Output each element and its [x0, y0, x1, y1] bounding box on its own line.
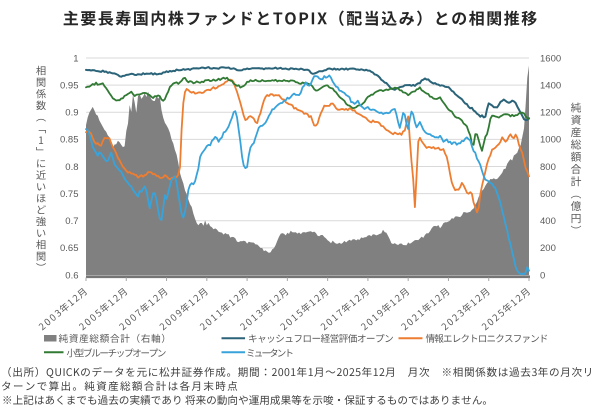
svg-text:0: 0: [540, 270, 545, 281]
svg-text:0.65: 0.65: [60, 243, 79, 254]
svg-text:0.6: 0.6: [65, 270, 78, 281]
svg-text:400: 400: [540, 216, 556, 227]
svg-text:1000: 1000: [540, 135, 561, 146]
svg-text:0.8: 0.8: [65, 162, 78, 173]
svg-text:0.7: 0.7: [65, 216, 78, 227]
svg-text:600: 600: [540, 189, 556, 200]
svg-text:800: 800: [540, 162, 556, 173]
svg-text:0.85: 0.85: [60, 135, 79, 146]
svg-text:1400: 1400: [540, 80, 561, 91]
svg-text:1200: 1200: [540, 108, 561, 119]
svg-text:200: 200: [540, 243, 556, 254]
svg-text:0.9: 0.9: [65, 108, 78, 119]
svg-text:1: 1: [73, 53, 78, 64]
svg-text:0.75: 0.75: [60, 189, 79, 200]
svg-text:1600: 1600: [540, 53, 561, 64]
svg-text:0.95: 0.95: [60, 80, 79, 91]
